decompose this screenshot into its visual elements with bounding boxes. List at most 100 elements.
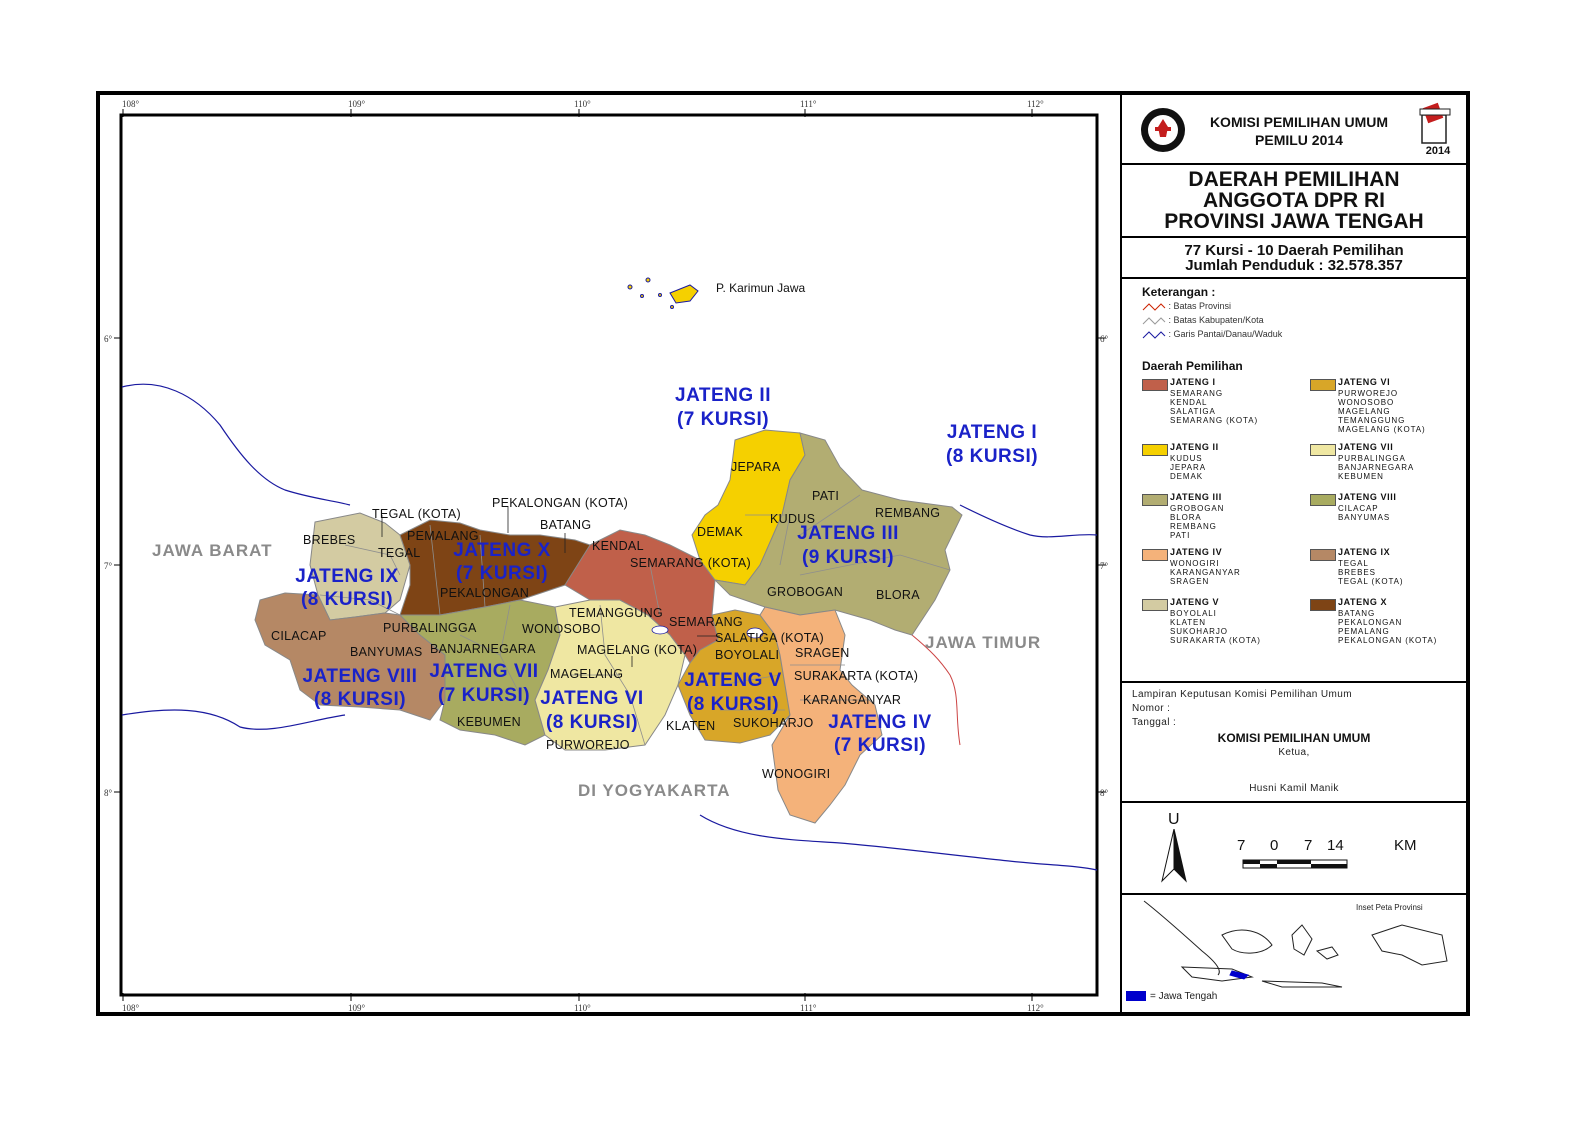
kab-label: PEMALANG (407, 529, 479, 543)
dapil-member: SEMARANG (KOTA) (1170, 416, 1259, 425)
dapil-legend-name: JATENG VII (1338, 442, 1394, 452)
dapil-member: SRAGEN (1170, 577, 1210, 586)
scale-unit: KM (1394, 837, 1417, 854)
legend-batas-kabupaten: : Batas Kabupaten/Kota (1142, 315, 1264, 326)
lon-tick-bottom: 112° (1027, 1003, 1044, 1012)
legend-batas-provinsi: : Batas Provinsi (1142, 301, 1231, 312)
kab-label: GROBOGAN (767, 585, 843, 599)
dapil-label: (8 KURSI) (546, 712, 638, 733)
keterangan-title: Keterangan : (1142, 285, 1216, 299)
dapil-legend-members: BATANG PEKALONGAN PEMALANG PEKALONGAN (KOTA… (1338, 609, 1437, 645)
dapil-member: DEMAK (1170, 472, 1203, 481)
lon-tick-top: 112° (1027, 99, 1044, 109)
lon-tick-bottom: 109° (348, 1003, 366, 1012)
dapil-member: BATANG (1338, 609, 1376, 618)
kab-label: SRAGEN (795, 646, 850, 660)
title-section: DAERAH PEMILIHAN ANGGOTA DPR RI PROVINSI… (1122, 165, 1466, 238)
inset-legend-swatch (1126, 991, 1146, 1001)
dapil-member: KLATEN (1170, 618, 1206, 627)
lat-tick-right: 6° (1100, 334, 1109, 344)
dapil-member: PURWOREJO (1338, 389, 1398, 398)
legend-garis-pantai: : Garis Pantai/Danau/Waduk (1142, 329, 1282, 340)
dapil-member: TEMANGGUNG (1338, 416, 1406, 425)
scale-tick: 7 (1304, 837, 1313, 854)
coastline-south-west (121, 709, 346, 730)
karimunjawa-islands (627, 277, 699, 309)
dapil-label: JATENG I (947, 422, 1037, 443)
kab-label: PEKALONGAN (KOTA) (492, 496, 628, 510)
lon-tick-bottom: 111° (800, 1003, 817, 1012)
kab-label: TEGAL (378, 546, 421, 560)
side-panel: KOMISI PEMILIHAN UMUM PEMILU 2014 2014 D… (1122, 95, 1466, 1012)
kab-label: SEMARANG (KOTA) (630, 556, 751, 570)
inset-label: Inset Peta Provinsi (1356, 903, 1423, 912)
kab-label: BANYUMAS (350, 645, 423, 659)
kab-label: SALATIGA (KOTA) (715, 631, 824, 645)
dapil-member: TEGAL (1338, 559, 1369, 568)
dapil-member: CILACAP (1338, 504, 1379, 513)
kab-label: SUKOHARJO (733, 716, 814, 730)
kab-label: PATI (812, 489, 839, 503)
kab-label: SEMARANG (669, 615, 743, 629)
dapil-color-swatch (1142, 549, 1168, 561)
kabupaten-borders (319, 494, 951, 746)
dapil-legend-members: SEMARANG KENDAL SALATIGA SEMARANG (KOTA) (1170, 389, 1258, 425)
dapil-color-swatch (1310, 549, 1336, 561)
label-jawa-barat: JAWA BARAT (152, 541, 273, 560)
dapil-legend-members: TEGAL BREBES TEGAL (KOTA) (1338, 559, 1403, 586)
coastline-south-east (699, 814, 1098, 871)
dapil-legend-members: PURWOREJO WONOSOBO MAGELANG TEMANGGUNG MAGEL… (1338, 389, 1426, 434)
dapil-member: SEMARANG (1170, 389, 1223, 398)
header-section: KOMISI PEMILIHAN UMUM PEMILU 2014 2014 (1122, 95, 1466, 165)
dapil-label: (8 KURSI) (301, 589, 393, 610)
kab-label: TEGAL (KOTA) (372, 507, 461, 521)
dapil-member: TEGAL (KOTA) (1338, 577, 1404, 586)
dapil-label: (7 KURSI) (438, 685, 530, 706)
header-event: PEMILU 2014 (1255, 132, 1343, 148)
inset-map (1143, 900, 1448, 988)
dapil-legend-members: GROBOGAN BLORA REMBANG PATI (1170, 504, 1224, 540)
dapil-legend-name: JATENG VIII (1338, 492, 1397, 502)
dapil-legend-name: JATENG X (1338, 597, 1388, 607)
scale-tick: 0 (1270, 837, 1279, 854)
dapil-label: JATENG VIII (303, 666, 418, 687)
lat-tick-left: 6° (104, 334, 113, 344)
kab-label: KARANGANYAR (803, 693, 901, 707)
kab-label: MAGELANG (550, 667, 623, 681)
reservoir-kedungombo (746, 627, 764, 639)
kab-label: BANJARNEGARA (430, 642, 536, 656)
kab-label: PEKALONGAN (440, 586, 529, 600)
lat-tick-right: 7° (1100, 561, 1109, 571)
dapil-legend-members: BOYOLALI KLATEN SUKOHARJO SURAKARTA (KOTA) (1170, 609, 1261, 645)
province-map: 108° 109° 110° 111° 112° 108° 109° 110° … (104, 99, 1109, 1012)
legend-section: Keterangan : : Batas Provinsi : Batas Ka… (1122, 279, 1466, 683)
dapil-legend-name: JATENG VI (1338, 377, 1391, 387)
province-line-icon (1142, 302, 1166, 311)
dapil-color-swatch (1142, 444, 1168, 456)
scale-tick: 7 (1237, 837, 1246, 854)
kab-label: BLORA (876, 588, 920, 602)
kab-label: WONOSOBO (522, 622, 601, 636)
dapil-color-swatch (1142, 494, 1168, 506)
approval-name: Husni Kamil Manik (1249, 783, 1339, 794)
kab-label: CILACAP (271, 629, 327, 643)
scale-bar (1242, 859, 1348, 869)
dapil-member: WONOGIRI (1170, 559, 1220, 568)
dapil-member: SURAKARTA (KOTA) (1170, 636, 1261, 645)
dapil-member: PATI (1170, 531, 1191, 540)
dapil-color-swatch (1142, 379, 1168, 391)
kab-label: SURAKARTA (KOTA) (794, 669, 918, 683)
nomor-text: Nomor : (1132, 703, 1171, 714)
dapil-member: BLORA (1170, 513, 1202, 522)
tanggal-text: Tanggal : (1132, 717, 1177, 728)
dapil-member: GROBOGAN (1170, 504, 1225, 513)
dapil-member: JEPARA (1170, 463, 1206, 472)
dapil-member: PEKALONGAN (KOTA) (1338, 636, 1438, 645)
dapil-member: BANJARNEGARA (1338, 463, 1415, 472)
dapil-member: WONOSOBO (1338, 398, 1395, 407)
lon-tick-top: 110° (574, 99, 591, 109)
kab-label: REMBANG (875, 506, 940, 520)
dapil-member: BREBES (1338, 568, 1376, 577)
dapil-member: KEBUMEN (1338, 472, 1384, 481)
dapil-label: (7 KURSI) (834, 735, 926, 756)
